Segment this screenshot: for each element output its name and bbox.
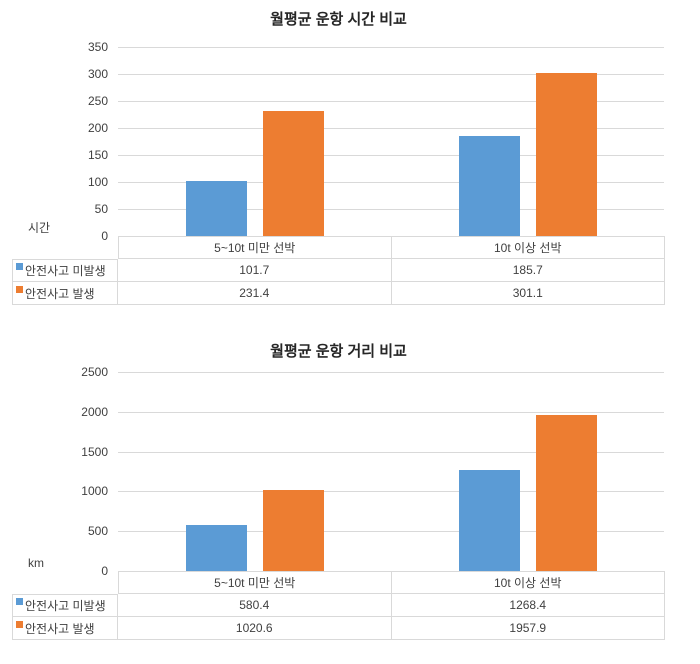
category-header-cell: 10t 이상 선박 <box>391 236 665 259</box>
value-cell-series1-cat1: 580.4 <box>118 594 392 617</box>
value-cell-series2-cat1: 231.4 <box>118 282 392 305</box>
legend-series-label: 안전사고 발생 <box>25 621 95 636</box>
value-cell-series1-cat1: 101.7 <box>118 259 392 282</box>
gridline <box>118 491 664 493</box>
bar-groups <box>118 47 664 236</box>
category-header-cell: 5~10t 미만 선박 <box>118 236 392 259</box>
y-tick-label: 1000 <box>81 484 108 499</box>
bar-series1-cat2 <box>458 470 520 571</box>
y-tick-label: 200 <box>87 121 108 135</box>
y-tick-label: 350 <box>87 40 108 54</box>
table-corner-cell <box>12 236 118 259</box>
gridline <box>118 411 664 413</box>
legend-color-swatch <box>16 620 23 628</box>
y-axis: 350 300 250 200 150 100 50 0 <box>12 40 108 243</box>
chart-title: 월평균 운항 시간 비교 <box>270 11 407 28</box>
legend-color-swatch <box>16 598 23 605</box>
bar-groups <box>118 372 664 571</box>
y-tick-label: 1500 <box>81 444 108 459</box>
gridline <box>118 101 664 102</box>
bar-group-cat1 <box>118 47 391 236</box>
y-tick-label: 150 <box>87 148 108 162</box>
y-tick-label: 2500 <box>81 365 108 379</box>
gridline <box>118 128 664 129</box>
y-tick-label: 0 <box>101 564 108 578</box>
legend-key-cell: 안전사고 발생 <box>12 282 118 305</box>
bar-group-cat1 <box>118 372 391 571</box>
gridline <box>118 47 664 48</box>
gridline <box>118 155 664 156</box>
category-header-cell: 5~10t 미만 선박 <box>118 571 392 594</box>
bar-series2-cat1 <box>262 489 324 571</box>
y-tick-label: 300 <box>87 67 108 81</box>
table-corner-cell <box>12 571 118 594</box>
chart-title: 월평균 운항 거리 비교 <box>270 343 407 360</box>
gridline <box>118 182 664 183</box>
legend-series-label: 안전사고 미발생 <box>25 599 106 613</box>
y-tick-label: 250 <box>87 94 108 108</box>
gridline <box>118 372 664 373</box>
gridline <box>118 209 664 210</box>
plot-area <box>118 372 664 571</box>
value-cell-series1-cat2: 185.7 <box>391 259 665 282</box>
bar-series2-cat2 <box>535 415 597 571</box>
bar-series2-cat1 <box>262 111 324 236</box>
category-header-cell: 10t 이상 선박 <box>391 571 665 594</box>
y-axis-unit-label: 시간 <box>28 221 51 235</box>
y-tick-label: 0 <box>101 229 108 243</box>
bar-series2-cat2 <box>535 73 597 236</box>
bar-series1-cat1 <box>185 181 247 236</box>
legend-series-label: 안전사고 발생 <box>25 286 95 301</box>
gridline <box>118 74 664 75</box>
value-cell-series2-cat2: 1957.9 <box>391 617 665 640</box>
y-tick-label: 100 <box>87 175 108 189</box>
value-cell-series1-cat2: 1268.4 <box>391 594 665 617</box>
y-axis: 2500 2000 1500 1000 500 0 <box>12 365 108 578</box>
plot-area <box>118 47 664 236</box>
legend-color-swatch <box>16 263 23 270</box>
y-tick-label: 500 <box>87 524 108 539</box>
legend-series-label: 안전사고 미발생 <box>25 264 106 278</box>
bar-group-cat2 <box>391 372 664 571</box>
legend-key-cell: 안전사고 미발생 <box>12 594 118 617</box>
y-axis-unit-label: km <box>28 556 44 570</box>
y-tick-label: 50 <box>94 202 108 216</box>
gridline <box>118 531 664 533</box>
value-cell-series2-cat2: 301.1 <box>391 282 665 305</box>
y-tick-label: 2000 <box>81 404 108 419</box>
bar-series1-cat2 <box>458 135 520 236</box>
gridlines <box>118 372 664 571</box>
legend-key-cell: 안전사고 발생 <box>12 617 118 640</box>
gridline <box>118 451 664 453</box>
legend-color-swatch <box>16 285 23 293</box>
legend-key-cell: 안전사고 미발생 <box>12 259 118 282</box>
gridlines <box>118 47 664 236</box>
bar-series1-cat1 <box>185 524 247 571</box>
value-cell-series2-cat1: 1020.6 <box>118 617 392 640</box>
bar-group-cat2 <box>391 47 664 236</box>
